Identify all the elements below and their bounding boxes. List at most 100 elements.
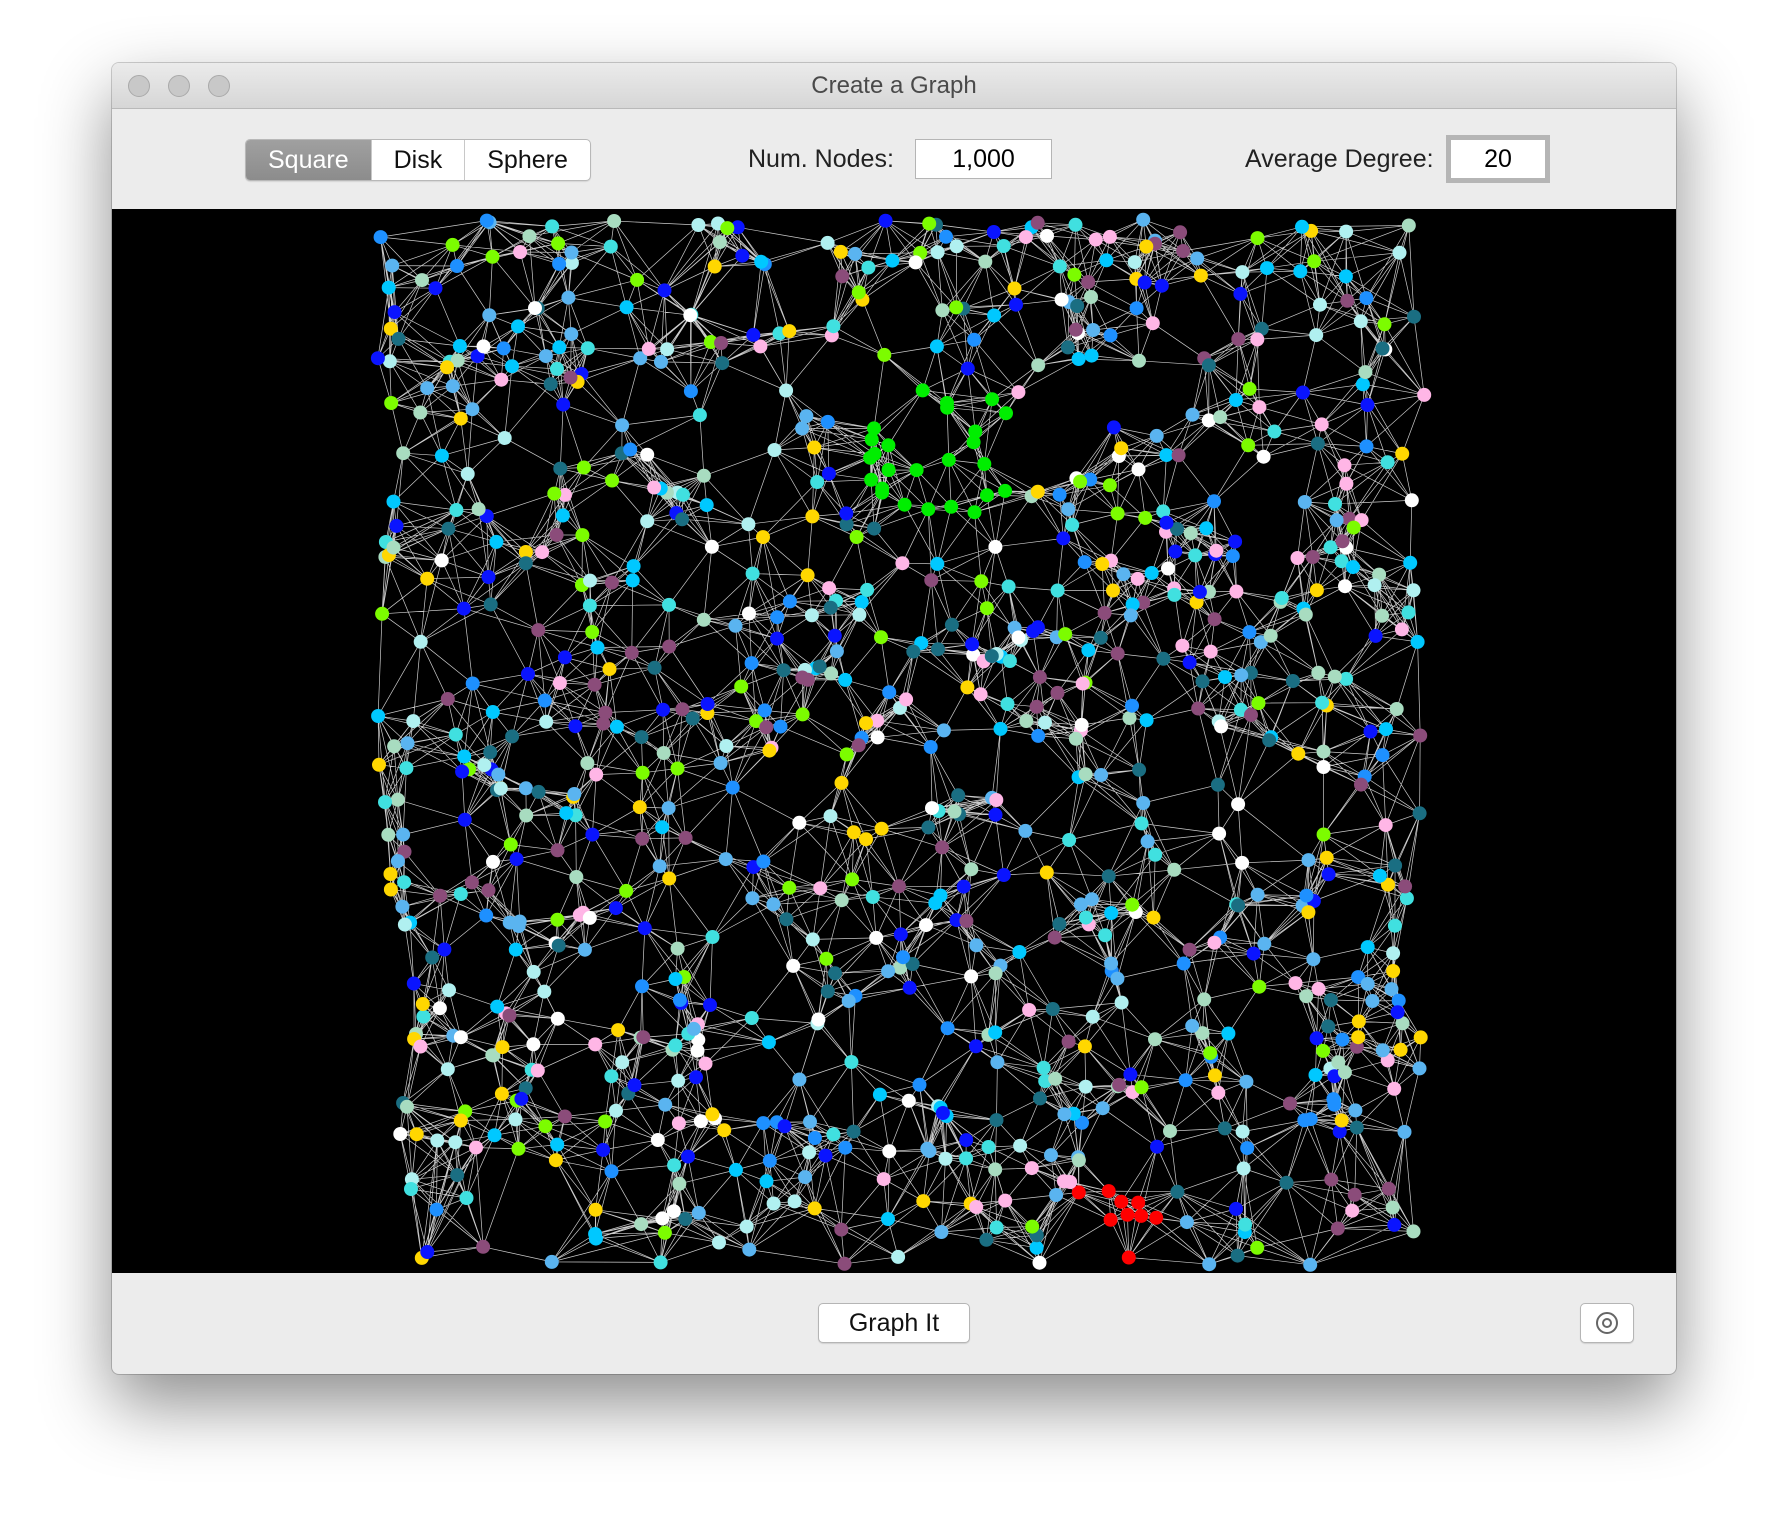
segment[interactable]: Square (246, 140, 371, 180)
graph-node (409, 1127, 424, 1142)
graph-node (986, 225, 1001, 239)
graph-node (749, 714, 764, 729)
graph-node (428, 281, 443, 296)
graph-node (1298, 607, 1313, 622)
graph-node (630, 272, 645, 287)
graph-node (1349, 1120, 1364, 1135)
close-button[interactable] (128, 75, 150, 97)
graph-node (632, 800, 647, 815)
graph-node (548, 1153, 563, 1168)
graph-node (1348, 1103, 1363, 1118)
graph-view (112, 209, 1676, 1273)
graph-it-button[interactable]: Graph It (818, 1303, 970, 1343)
graph-node (703, 335, 718, 349)
settings-button[interactable] (1580, 1303, 1634, 1343)
graph-node (1244, 707, 1258, 722)
graph-node (1030, 215, 1045, 230)
graph-node (607, 214, 622, 228)
graph-node (685, 711, 700, 726)
segment[interactable]: Sphere (464, 140, 590, 180)
graph-node (996, 239, 1011, 253)
graph-node (655, 820, 670, 835)
graph-node (1316, 1043, 1331, 1058)
graph-node (372, 757, 386, 772)
graph-node (754, 254, 769, 269)
graph-node (585, 827, 600, 842)
num-nodes-label: Num. Nodes: (748, 145, 894, 173)
graph-node (1011, 385, 1026, 400)
avg-degree-label: Average Degree: (1245, 145, 1434, 173)
graph-node (707, 259, 722, 274)
graph-node (589, 767, 604, 782)
graph-node (513, 245, 528, 259)
graph-node (940, 1021, 955, 1036)
graph-node (867, 521, 882, 536)
graph-node (1252, 979, 1267, 994)
graph-node (1123, 608, 1138, 623)
graph-node (949, 239, 964, 254)
graph-node (1139, 239, 1154, 254)
graph-node (615, 1055, 630, 1070)
graph-node (406, 714, 421, 729)
graph-node (1308, 1068, 1323, 1082)
num-nodes-field[interactable]: 1,000 (915, 139, 1052, 179)
graph-node (827, 628, 842, 643)
graph-node (823, 600, 838, 615)
graph-node (1022, 1003, 1037, 1017)
graph-node (1007, 281, 1022, 296)
graph-node (491, 767, 506, 782)
graph-node (1146, 910, 1161, 925)
graph-node (1225, 549, 1240, 564)
graph-node (465, 676, 480, 691)
graph-node (882, 685, 897, 700)
minimize-button[interactable] (168, 75, 190, 97)
graph-node (437, 942, 452, 957)
graph-node (522, 229, 537, 244)
graph-node (1385, 1200, 1400, 1215)
graph-node (1071, 1153, 1086, 1168)
graph-node (999, 406, 1013, 421)
graph-node (876, 1172, 891, 1187)
avg-degree-field[interactable]: 20 (1450, 139, 1546, 179)
graph-node (939, 229, 953, 244)
graph-node (854, 595, 869, 609)
graph-node (1120, 1207, 1135, 1222)
graph-node (930, 245, 945, 260)
graph-node (1104, 956, 1119, 971)
graph-node (1399, 891, 1414, 906)
graph-node (728, 618, 743, 633)
graph-node (839, 747, 854, 762)
graph-node (457, 812, 472, 827)
graph-node (1316, 827, 1331, 842)
graph-node (662, 597, 676, 612)
graph-node (829, 644, 844, 659)
graph-node (800, 672, 815, 687)
graph-node (464, 875, 479, 890)
graph-node (1218, 670, 1232, 685)
graph-node (496, 341, 511, 356)
graph-node (940, 400, 955, 415)
graph-node (1379, 722, 1393, 737)
graph-node (922, 216, 937, 231)
zoom-button[interactable] (208, 75, 230, 97)
graph-node (1306, 952, 1321, 967)
graph-node (870, 713, 885, 728)
graph-node (1359, 291, 1374, 306)
graph-node (471, 502, 486, 517)
graph-node (493, 781, 508, 796)
graph-node (969, 938, 984, 953)
graph-node (416, 1009, 431, 1024)
graph-node (518, 781, 533, 796)
graph-node (1412, 1061, 1427, 1076)
graph-node (469, 1140, 483, 1155)
graph-node (923, 740, 938, 754)
graph-node (1319, 850, 1334, 865)
graph-node (1038, 715, 1052, 730)
graph-node (545, 219, 560, 234)
graph-node (1404, 493, 1419, 508)
graph-node (1328, 497, 1342, 511)
graph-node (650, 1133, 665, 1147)
graph-node (998, 483, 1013, 498)
graph-node (822, 581, 837, 596)
segment[interactable]: Disk (370, 140, 465, 180)
